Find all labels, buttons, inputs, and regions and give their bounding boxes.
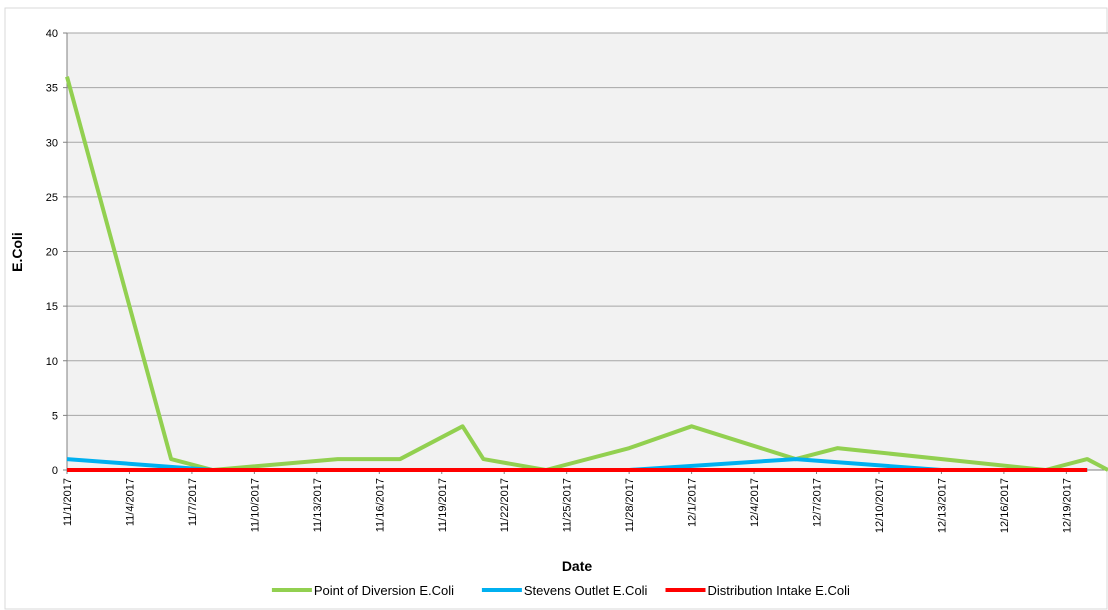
x-tick-label: 11/16/2017 (374, 478, 386, 532)
y-tick-label: 30 (46, 137, 58, 149)
y-tick-label: 10 (46, 356, 58, 368)
y-tick-label: 25 (46, 192, 58, 204)
x-tick-label: 11/22/2017 (499, 478, 511, 532)
x-tick-label: 11/7/2017 (187, 478, 199, 526)
y-tick-label: 35 (46, 83, 58, 95)
x-tick-label: 11/1/2017 (62, 478, 74, 526)
x-tick-label: 11/25/2017 (562, 478, 574, 532)
x-tick-label: 11/13/2017 (312, 478, 324, 532)
x-tick-label: 11/10/2017 (249, 478, 261, 532)
y-tick-label: 40 (46, 28, 58, 40)
x-tick-label: 11/28/2017 (624, 478, 636, 532)
x-tick-label: 12/19/2017 (1061, 478, 1073, 533)
y-tick-label: 15 (46, 301, 58, 313)
x-tick-label: 12/1/2017 (687, 478, 699, 527)
x-tick-label: 12/4/2017 (749, 478, 761, 527)
x-axis-title: Date (562, 558, 593, 574)
y-tick-label: 0 (52, 465, 58, 477)
legend-label: Distribution Intake E.Coli (708, 583, 850, 598)
x-tick-label: 12/13/2017 (936, 478, 948, 533)
x-tick-label: 12/10/2017 (874, 478, 886, 533)
y-axis-title: E.Coli (9, 232, 25, 272)
x-tick-label: 11/4/2017 (124, 478, 136, 526)
legend-label: Stevens Outlet E.Coli (524, 583, 648, 598)
y-tick-label: 5 (52, 410, 58, 422)
legend-label: Point of Diversion E.Coli (314, 583, 454, 598)
y-tick-label: 20 (46, 247, 58, 259)
x-tick-label: 12/7/2017 (812, 478, 824, 527)
x-tick-label: 11/19/2017 (437, 478, 449, 532)
x-tick-label: 12/16/2017 (999, 478, 1011, 533)
